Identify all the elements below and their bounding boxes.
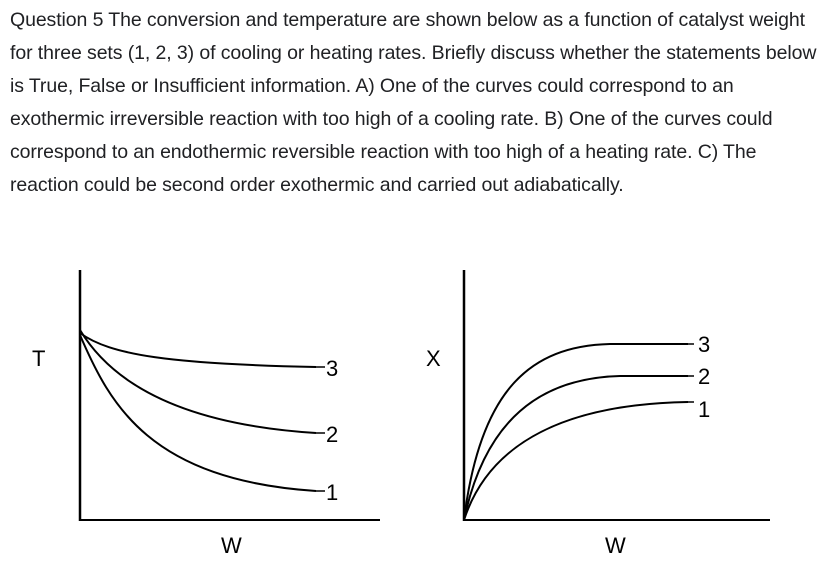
temperature-graph: T W 3 2 1 — [32, 270, 380, 558]
t-curve-1-label: 1 — [326, 480, 338, 505]
conversion-graph: X W 3 2 1 — [426, 270, 770, 558]
t-curve-2-label: 2 — [326, 422, 338, 447]
t-graph-x-label: W — [221, 533, 242, 558]
x-graph-y-label: X — [426, 346, 441, 371]
x-curve-1 — [463, 401, 689, 521]
x-curve-3-label: 3 — [698, 332, 710, 357]
x-graph-x-label: W — [605, 533, 626, 558]
x-curve-3 — [463, 343, 688, 521]
t-graph-y-label: T — [32, 346, 45, 371]
x-curve-2-label: 2 — [698, 364, 710, 389]
t-curve-1 — [79, 334, 317, 492]
t-curve-2 — [79, 329, 317, 434]
x-curve-2 — [463, 375, 688, 521]
t-curve-3-label: 3 — [326, 356, 338, 381]
x-curve-1-label: 1 — [698, 397, 710, 422]
graphs-figure: T W 3 2 1 X W 3 2 1 — [32, 270, 770, 558]
question-text: Question 5 The conversion and temperatur… — [10, 9, 817, 196]
t-curve-3 — [79, 332, 317, 368]
